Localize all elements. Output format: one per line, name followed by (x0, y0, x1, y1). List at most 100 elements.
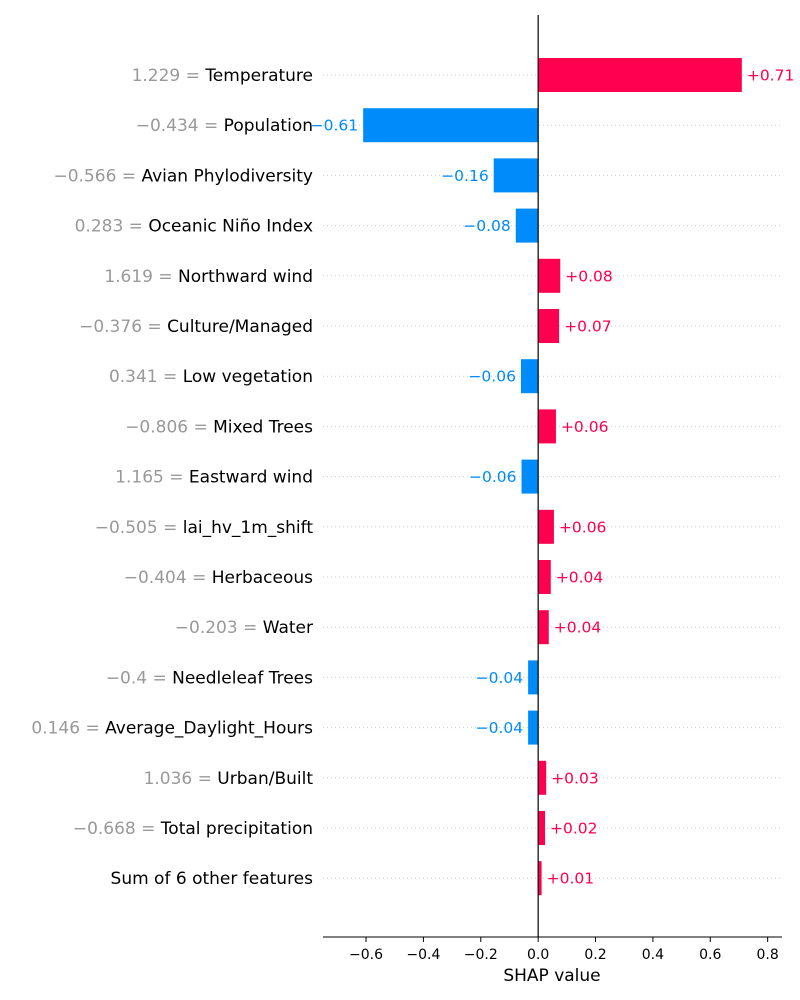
bar-total-precipitation (538, 811, 546, 845)
x-tick-label: 0.0 (527, 947, 549, 963)
feature-label: Sum of 6 other features (111, 869, 314, 889)
feature-label: −0.404 = Herbaceous (124, 568, 313, 588)
feature-label: −0.668 = Total precipitation (73, 819, 313, 839)
feature-value: 1.036 = (144, 769, 218, 789)
bar-avian-phylodiversity (493, 158, 539, 193)
bar-value-label: +0.06 (561, 418, 609, 436)
bar-lai-hv-1m-shift (538, 509, 554, 544)
bar-value-label: +0.71 (747, 67, 795, 85)
feature-name: Mixed Trees (213, 417, 313, 437)
feature-name: Water (263, 618, 313, 638)
feature-label: 1.036 = Urban/Built (144, 769, 314, 789)
x-axis: −0.6 −0.4 −0.2 0.0 0.2 0.4 0.6 0.8 (323, 936, 782, 963)
bar-labels: +0.71 −0.61 −0.16 −0.08 +0.08 +0.07 −0.06 +0.06… (311, 67, 795, 888)
bar-sum-of-6-other-features (538, 861, 542, 896)
bar-water (538, 610, 549, 645)
bar-mixed-trees (538, 409, 556, 444)
bar-low-vegetation (520, 359, 539, 394)
feature-label: −0.505 = lai_hv_1m_shift (95, 518, 314, 538)
feature-label: −0.203 = Water (175, 618, 313, 638)
bar-value-label: +0.08 (565, 267, 613, 285)
bar-value-label: −0.61 (311, 117, 359, 135)
feature-label: 0.146 = Average_Daylight_Hours (31, 719, 313, 739)
feature-value: 1.165 = (115, 468, 189, 488)
bar-value-label: −0.06 (469, 468, 517, 486)
grid-lines (323, 74, 782, 879)
bar-value-label: −0.04 (476, 669, 524, 687)
feature-name: Average_Daylight_Hours (105, 719, 313, 739)
feature-value: −0.4 = (106, 668, 172, 688)
bar-value-label: −0.04 (476, 719, 524, 737)
feature-label: −0.566 = Avian Phylodiversity (53, 166, 313, 186)
x-tick-label: −0.4 (406, 947, 440, 963)
feature-label: 1.229 = Temperature (132, 66, 313, 86)
x-axis-title: SHAP value (503, 966, 600, 986)
bar-northward-wind (538, 258, 561, 293)
feature-name: Urban/Built (217, 769, 313, 789)
feature-name: Low vegetation (183, 367, 313, 387)
x-tick-label: 0.2 (584, 947, 606, 963)
bar-needleleaf-trees (528, 660, 539, 695)
feature-value: −0.376 = (79, 317, 167, 337)
x-tick-label: 0.8 (757, 947, 779, 963)
feature-label: 0.341 = Low vegetation (109, 367, 313, 387)
bar-urban-built (538, 760, 547, 795)
x-tick-label: −0.2 (464, 947, 498, 963)
bars (363, 58, 742, 896)
feature-label: 1.165 = Eastward wind (115, 468, 313, 488)
feature-value: 0.283 = (75, 217, 149, 237)
feature-name: Temperature (204, 66, 313, 86)
feature-name: Avian Phylodiversity (141, 166, 313, 186)
feature-name: Culture/Managed (167, 317, 313, 337)
bar-value-label: −0.06 (468, 368, 516, 386)
bar-value-label: +0.04 (556, 569, 604, 587)
feature-value: −0.404 = (124, 568, 212, 588)
feature-label: 1.619 = Northward wind (104, 267, 313, 287)
bar-average-daylight-hours (528, 710, 539, 745)
feature-label: 0.283 = Oceanic Niño Index (75, 217, 313, 237)
feature-label: −0.806 = Mixed Trees (125, 417, 313, 437)
feature-labels: 1.229 = Temperature−0.434 = Population−0… (31, 66, 313, 889)
feature-name: Oceanic Niño Index (148, 217, 313, 237)
bar-culture-managed (538, 309, 560, 343)
feature-value: −0.434 = (136, 116, 224, 136)
feature-name: Population (224, 116, 313, 136)
bar-oceanic-ni-o-index (515, 208, 539, 243)
feature-label: −0.434 = Population (136, 116, 313, 136)
feature-value: 1.619 = (104, 267, 178, 287)
feature-label: −0.4 = Needleleaf Trees (106, 668, 313, 688)
feature-name: Herbaceous (212, 568, 313, 588)
feature-value: −0.566 = (53, 166, 141, 186)
feature-value: −0.203 = (175, 618, 263, 638)
feature-value: −0.505 = (95, 518, 183, 538)
bar-value-label: +0.07 (564, 318, 612, 336)
bar-value-label: +0.01 (547, 870, 595, 888)
feature-value: 0.146 = (31, 719, 105, 739)
feature-name: Needleleaf Trees (172, 668, 313, 688)
feature-name: Sum of 6 other features (111, 869, 314, 889)
feature-value: −0.806 = (125, 417, 213, 437)
feature-name: Total precipitation (160, 819, 313, 839)
bar-value-label: +0.06 (559, 518, 607, 536)
x-tick-label: −0.6 (349, 947, 383, 963)
bar-value-label: +0.02 (550, 820, 598, 838)
bar-value-label: −0.08 (463, 217, 511, 235)
x-tick-label: 0.4 (642, 947, 664, 963)
feature-label: −0.376 = Culture/Managed (79, 317, 313, 337)
bar-eastward-wind (521, 459, 539, 494)
feature-name: Northward wind (178, 267, 313, 287)
bar-value-label: +0.03 (551, 769, 599, 787)
feature-name: Eastward wind (189, 468, 313, 488)
bar-value-label: −0.16 (441, 167, 489, 185)
feature-value: 0.341 = (109, 367, 183, 387)
bar-herbaceous (538, 560, 551, 594)
bar-value-label: +0.04 (554, 619, 602, 637)
bar-temperature (538, 58, 742, 92)
feature-value: −0.668 = (73, 819, 161, 839)
x-tick-label: 0.6 (699, 947, 721, 963)
feature-name: lai_hv_1m_shift (183, 518, 314, 538)
feature-value: 1.229 = (132, 66, 206, 86)
bar-population (363, 108, 539, 143)
